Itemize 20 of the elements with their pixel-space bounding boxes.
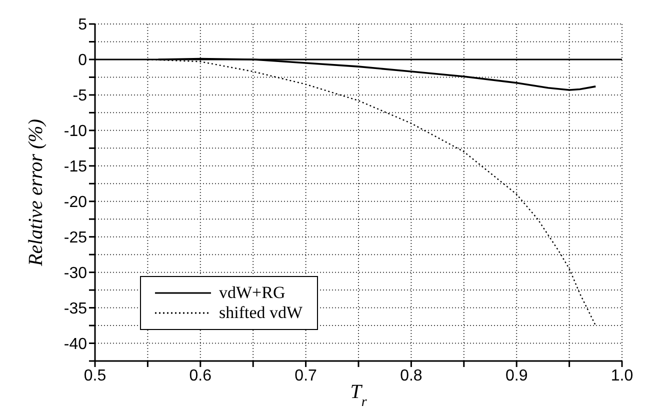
x-tick-label: 0.8 — [400, 367, 422, 384]
x-tick-label: 0.7 — [294, 367, 318, 384]
y-tick-label: -5 — [72, 88, 88, 105]
y-tick-label: -20 — [64, 194, 88, 212]
y-tick-label: 5 — [78, 16, 88, 34]
y-tick-label: -30 — [64, 264, 88, 282]
legend-label: shifted vdW — [219, 303, 303, 323]
y-tick-label: -15 — [64, 158, 88, 176]
x-tick-label: 0.9 — [505, 367, 528, 384]
x-tick-label: 1.0 — [610, 367, 634, 384]
y-tick-label: -10 — [64, 123, 88, 140]
y-tick-label: 0 — [78, 52, 88, 70]
y-tick-label: -40 — [64, 336, 88, 353]
x-tick-label: 0.6 — [189, 367, 212, 384]
x-axis-title: T$_{r}$ — [350, 381, 368, 410]
y-tick-label: -35 — [64, 300, 88, 318]
legend-label: vdW+RG — [219, 283, 286, 303]
y-tick-label: -25 — [64, 230, 88, 247]
y-axis-title: Relative error (%) — [25, 118, 47, 267]
x-tick-label: 0.5 — [84, 367, 106, 384]
